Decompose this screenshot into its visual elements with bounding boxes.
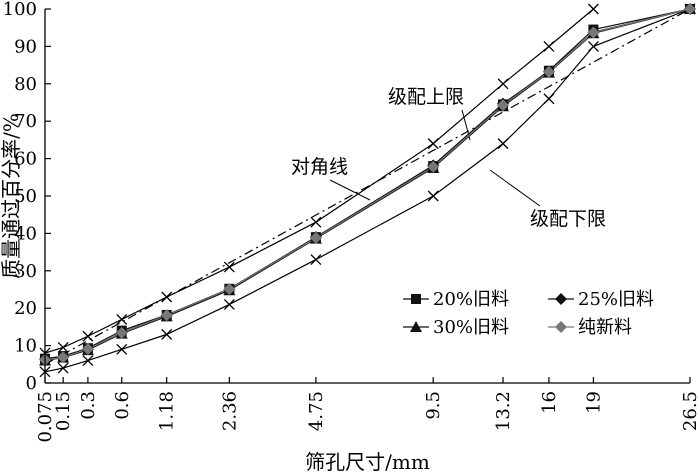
markers-layer: [39, 3, 696, 378]
reference-point: [57, 342, 69, 353]
reference-point: [223, 299, 235, 310]
reference-point: [116, 343, 128, 355]
y-tick-label: 10: [14, 336, 37, 357]
data-point: [81, 342, 94, 355]
reference-point: [427, 190, 439, 202]
y-axis-title: 质量通过百分率/%: [0, 113, 23, 279]
reference-point: [587, 3, 599, 15]
data-point: [309, 231, 322, 244]
x-tick-label: 2.36: [219, 391, 240, 431]
x-tick-label: 13.2: [493, 391, 514, 431]
reference-point: [116, 313, 128, 325]
reference-point: [310, 254, 322, 266]
x-tick-label: 0.15: [53, 391, 74, 431]
annotation-label: 级配上限: [388, 86, 464, 108]
reference-point: [427, 138, 439, 150]
reference-line-0: [44, 8, 594, 354]
data-point: [427, 160, 440, 173]
y-tick-label: 50: [14, 186, 37, 207]
y-tick-label: 90: [14, 36, 37, 57]
reference-point: [497, 138, 509, 150]
legend-label: 20%旧料: [433, 289, 509, 310]
data-point: [223, 283, 236, 296]
y-tick-label: 0: [26, 373, 37, 394]
annotation-label: 对角线: [291, 156, 348, 178]
legend-marker: [555, 321, 567, 333]
reference-point: [223, 261, 235, 273]
reference-point: [587, 40, 599, 52]
reference-point: [161, 291, 173, 303]
y-tick-label: 80: [14, 74, 37, 95]
data-point: [542, 65, 555, 78]
x-axis-title: 筛孔尺寸/mm: [305, 450, 430, 473]
reference-point: [82, 330, 94, 342]
x-tick-label: 4.75: [306, 391, 327, 431]
legend-label: 25%旧料: [578, 289, 654, 310]
x-tick-label: 0.075: [35, 391, 56, 443]
x-tick-label: 19: [583, 391, 604, 414]
reference-point: [161, 328, 173, 340]
x-tick-label: 0.6: [112, 391, 133, 420]
legend-marker: [555, 293, 567, 305]
x-tick-label: 0.3: [78, 391, 99, 420]
annotation-label: 级配下限: [530, 208, 606, 230]
y-tick-label: 70: [14, 111, 37, 132]
x-tick-label: 9.5: [423, 391, 444, 420]
y-tick-label: 100: [3, 0, 37, 20]
reference-point: [57, 362, 69, 374]
data-point: [57, 351, 70, 364]
y-tick-label: 60: [14, 149, 37, 170]
data-point: [115, 326, 128, 339]
data-point: [684, 3, 696, 15]
annotation-leader: [489, 169, 541, 207]
x-tick-label: 26.5: [680, 391, 700, 431]
data-point: [160, 309, 173, 322]
reference-point: [310, 216, 322, 228]
y-tick-label: 40: [14, 223, 37, 244]
legend-marker: [410, 321, 422, 332]
reference-point: [497, 78, 509, 90]
legend: 20%旧料 25%旧料 30%旧料 纯新料: [403, 289, 654, 338]
legend-marker: [411, 294, 421, 304]
reference-line-1: [44, 8, 691, 373]
reference-point: [543, 40, 555, 52]
data-point: [587, 26, 600, 39]
legend-label: 纯新料: [578, 317, 632, 338]
annotation-leader: [329, 179, 371, 201]
y-tick-label: 30: [14, 261, 37, 282]
reference-point: [82, 355, 94, 367]
y-tick-label: 20: [14, 298, 37, 319]
x-tick-label: 16: [539, 391, 560, 414]
x-tick-label: 1.18: [157, 391, 178, 431]
reference-line-2: [44, 8, 691, 365]
data-point: [497, 99, 510, 112]
reference-point: [543, 93, 555, 105]
legend-label: 30%旧料: [433, 317, 509, 338]
